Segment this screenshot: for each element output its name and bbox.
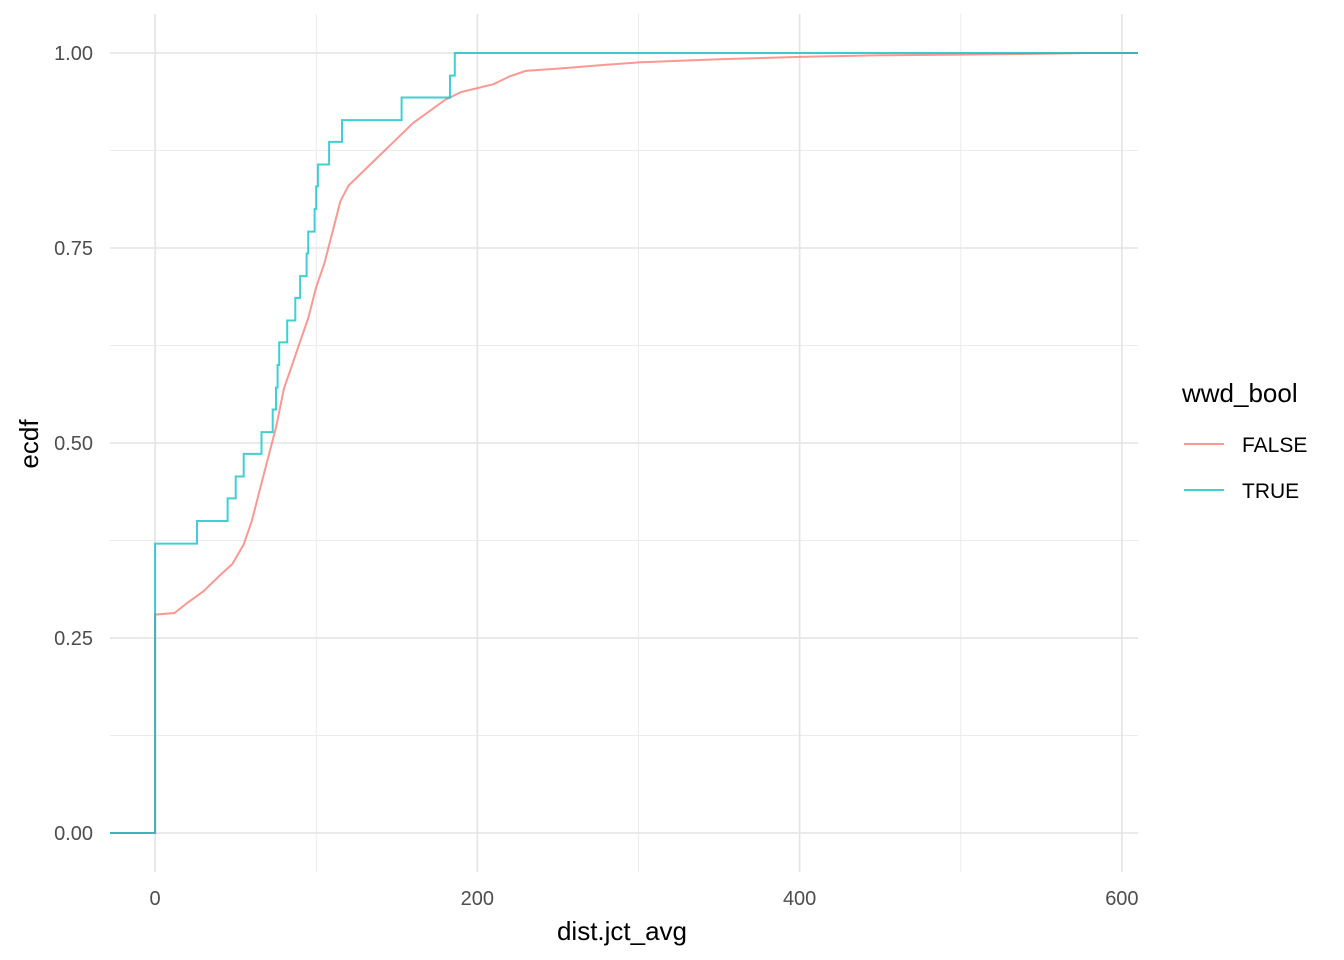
legend-item-true: TRUE [1184, 480, 1299, 503]
legend: wwd_bool FALSE TRUE [1181, 378, 1307, 503]
x-tick-labels: 0 200 400 600 [150, 888, 1139, 910]
series-line-true [110, 52, 1138, 834]
series-lines [110, 52, 1138, 834]
legend-label: TRUE [1242, 480, 1299, 503]
grid-minor [110, 14, 1138, 872]
x-tick-label: 0 [150, 888, 161, 910]
series-line-false [110, 52, 1138, 834]
y-axis-title: ecdf [14, 419, 44, 469]
y-tick-label: 0.75 [54, 238, 93, 260]
x-tick-label: 400 [783, 888, 816, 910]
x-tick-label: 600 [1105, 888, 1138, 910]
y-tick-label: 0.00 [54, 823, 93, 845]
y-tick-label: 0.50 [54, 433, 93, 455]
y-tick-labels: 0.00 0.25 0.50 0.75 1.00 [54, 43, 93, 845]
x-axis-title: dist.jct_avg [557, 916, 687, 946]
y-tick-label: 0.25 [54, 628, 93, 650]
legend-items: FALSE TRUE [1184, 434, 1307, 503]
y-tick-label: 1.00 [54, 43, 93, 65]
legend-title: wwd_bool [1181, 378, 1298, 408]
x-tick-label: 200 [461, 888, 494, 910]
legend-item-false: FALSE [1184, 434, 1307, 457]
grid-major [110, 14, 1138, 872]
legend-label: FALSE [1242, 434, 1307, 457]
